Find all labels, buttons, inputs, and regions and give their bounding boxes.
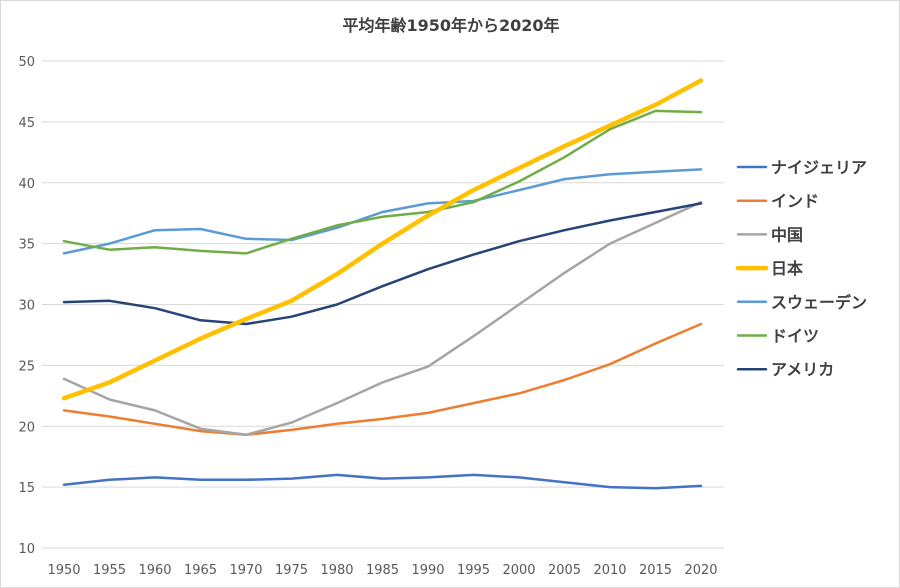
gridlines	[42, 60, 724, 549]
series-5-line	[62, 109, 703, 255]
x-tick-label: 1960	[138, 563, 171, 578]
legend-label-0: ナイジェリア	[771, 158, 867, 177]
x-tick-label: 1950	[47, 563, 80, 578]
legend-label-2: 中国	[771, 225, 803, 244]
x-tick-label: 1985	[366, 563, 399, 578]
x-tick-label: 2015	[639, 563, 672, 578]
y-tick-label: 25	[18, 359, 35, 374]
y-tick-label: 50	[18, 55, 35, 70]
legend-label-3: 日本	[771, 259, 803, 278]
x-tick-label: 2010	[593, 563, 626, 578]
y-axis-ticks: 10 15 20 25 30 35 40 45 50	[18, 55, 35, 557]
x-tick-label: 2005	[548, 563, 581, 578]
series-lines	[61, 78, 704, 490]
y-tick-label: 20	[18, 420, 35, 435]
y-tick-label: 15	[18, 481, 35, 496]
legend-label-5: ドイツ	[771, 327, 819, 346]
x-axis-ticks: 1950 1955 1960 1965 1970 1975 1980 1985 1990 1995…	[47, 563, 717, 578]
x-tick-label: 1980	[320, 563, 353, 578]
series-4-line	[62, 168, 703, 255]
y-tick-label: 45	[18, 116, 35, 131]
chart-title: 平均年齢1950年から2020年	[342, 16, 559, 35]
x-tick-label: 1970	[229, 563, 262, 578]
series-1-line	[62, 322, 703, 437]
y-tick-label: 40	[18, 177, 35, 192]
legend-label-6: アメリカ	[771, 360, 834, 379]
x-tick-label: 1990	[411, 563, 444, 578]
series-2-line	[62, 200, 703, 437]
x-tick-label: 2020	[684, 563, 717, 578]
legend-label-1: インド	[771, 192, 819, 211]
series-3-line	[61, 78, 704, 401]
y-tick-label: 10	[18, 542, 35, 557]
x-tick-label: 2000	[502, 563, 535, 578]
x-tick-label: 1975	[275, 563, 308, 578]
y-tick-label: 35	[18, 238, 35, 253]
legend-label-4: スウェーデン	[771, 293, 867, 312]
x-tick-label: 1995	[457, 563, 490, 578]
series-0-line	[62, 473, 703, 490]
y-tick-label: 30	[18, 299, 35, 314]
x-tick-label: 1955	[93, 563, 126, 578]
x-tick-label: 1965	[184, 563, 217, 578]
series-6-line	[62, 202, 703, 326]
